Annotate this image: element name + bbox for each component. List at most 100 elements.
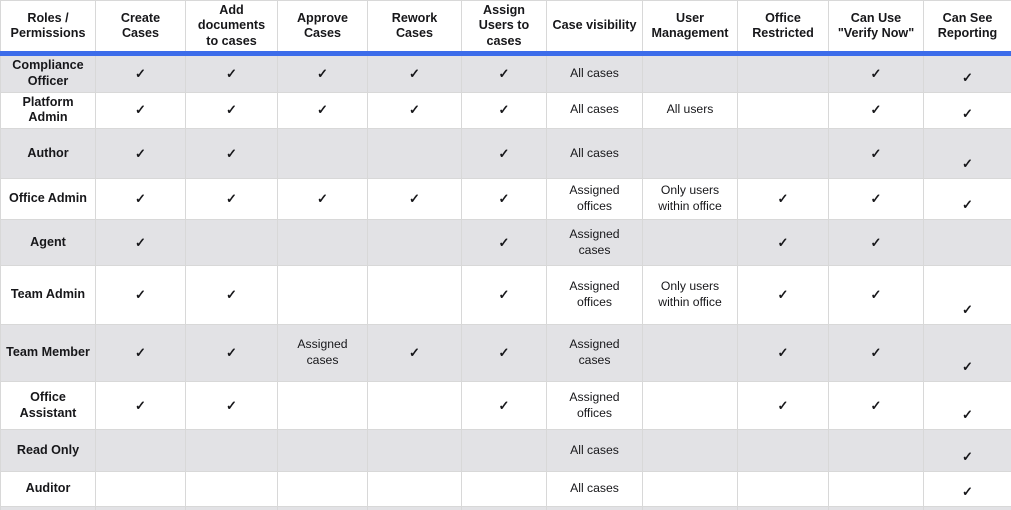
permission-cell: Assigned cases <box>546 324 643 383</box>
permission-cell: ✓ <box>828 53 924 93</box>
partial-cell <box>546 506 643 510</box>
permission-cell: All users <box>642 91 738 130</box>
permission-cell <box>461 471 547 508</box>
permission-cell: ✓ <box>367 324 462 383</box>
column-header: Can See Reporting <box>923 0 1011 57</box>
partial-cell <box>185 506 278 510</box>
permission-cell: ✓ <box>95 178 186 221</box>
permission-cell <box>642 471 738 508</box>
permission-cell <box>185 429 278 473</box>
permission-cell: ✓ <box>185 53 278 93</box>
permission-cell: ✓ <box>95 324 186 383</box>
table-row: Read Only All cases ✓ <box>0 429 1011 473</box>
permission-cell: ✓ <box>737 178 829 221</box>
permission-cell <box>737 53 829 93</box>
permission-cell: ✓ <box>923 429 1011 473</box>
permission-cell: Only users within office <box>642 178 738 221</box>
role-cell: Platform Admin <box>0 91 96 130</box>
table-row: Platform Admin ✓ ✓ ✓ ✓ ✓ All cases All users ✓ ✓ <box>0 91 1011 130</box>
permission-cell: Assigned cases <box>277 324 368 383</box>
column-header: Case visibility <box>546 0 643 57</box>
permission-cell: ✓ <box>185 178 278 221</box>
permission-cell: All cases <box>546 429 643 473</box>
permission-cell <box>642 324 738 383</box>
table-row: Team Admin ✓ ✓ ✓ Assigned offices Only users … <box>0 265 1011 326</box>
column-header: Can Use "Verify Now" <box>828 0 924 57</box>
permission-cell <box>185 219 278 267</box>
table-row: Office Admin ✓ ✓ ✓ ✓ ✓ Assigned offices Only us… <box>0 178 1011 221</box>
permission-cell: ✓ <box>828 381 924 431</box>
role-cell: Read Only <box>0 429 96 473</box>
column-header: Create Cases <box>95 0 186 57</box>
permission-cell <box>367 128 462 180</box>
role-cell: Auditor <box>0 471 96 508</box>
permission-cell: ✓ <box>828 219 924 267</box>
permission-cell <box>828 471 924 508</box>
permission-cell: ✓ <box>737 265 829 326</box>
permission-cell <box>185 471 278 508</box>
partial-cell <box>367 506 462 510</box>
permission-cell: ✓ <box>185 324 278 383</box>
permission-cell: ✓ <box>95 219 186 267</box>
permission-cell: Only users within office <box>642 265 738 326</box>
column-header: Roles / Permissions <box>0 0 96 57</box>
table-row: Agent ✓ ✓ Assigned cases ✓ ✓ <box>0 219 1011 267</box>
partial-cell <box>642 506 738 510</box>
permission-cell: ✓ <box>95 91 186 130</box>
role-cell: Office Admin <box>0 178 96 221</box>
permission-cell: ✓ <box>185 128 278 180</box>
permission-cell: ✓ <box>461 91 547 130</box>
permission-cell: ✓ <box>923 265 1011 326</box>
permission-cell <box>367 265 462 326</box>
permission-cell: ✓ <box>461 324 547 383</box>
permission-cell: ✓ <box>828 324 924 383</box>
partial-cell <box>95 506 186 510</box>
role-cell: Agent <box>0 219 96 267</box>
role-cell: Office Assistant <box>0 381 96 431</box>
permission-cell: ✓ <box>828 178 924 221</box>
partial-cell <box>737 506 829 510</box>
permission-cell: ✓ <box>828 128 924 180</box>
permission-cell: ✓ <box>277 178 368 221</box>
permission-cell: ✓ <box>277 53 368 93</box>
permission-cell <box>367 429 462 473</box>
role-cell: Team Member <box>0 324 96 383</box>
role-cell: Author <box>0 128 96 180</box>
permission-cell <box>277 219 368 267</box>
permission-cell: ✓ <box>923 178 1011 221</box>
column-header: Approve Cases <box>277 0 368 57</box>
permission-cell <box>642 128 738 180</box>
role-cell: Team Admin <box>0 265 96 326</box>
permission-cell <box>277 381 368 431</box>
table-body: Compliance Officer ✓ ✓ ✓ ✓ ✓ All cases ✓ ✓ Platfo… <box>0 53 1011 510</box>
permission-cell <box>367 381 462 431</box>
permission-cell: ✓ <box>461 265 547 326</box>
partial-cell <box>0 506 96 510</box>
table-row: Auditor All cases ✓ <box>0 471 1011 508</box>
table-row: Office Assistant ✓ ✓ ✓ Assigned offices ✓ ✓ ✓ <box>0 381 1011 431</box>
column-header: Assign Users to cases <box>461 0 547 57</box>
permission-cell: ✓ <box>367 91 462 130</box>
column-header: Office Restricted <box>737 0 829 57</box>
permission-cell: ✓ <box>923 128 1011 180</box>
permission-cell <box>277 128 368 180</box>
permission-cell: ✓ <box>95 53 186 93</box>
permission-cell: Assigned offices <box>546 178 643 221</box>
table-header: Roles / Permissions Create Cases Add docum… <box>0 0 1011 57</box>
permission-cell: ✓ <box>828 91 924 130</box>
permission-cell <box>642 219 738 267</box>
permission-cell: All cases <box>546 91 643 130</box>
permission-cell: ✓ <box>461 381 547 431</box>
permission-cell: ✓ <box>737 324 829 383</box>
permission-cell <box>367 471 462 508</box>
permission-cell: ✓ <box>461 53 547 93</box>
partial-row <box>0 506 1011 510</box>
table-row: Compliance Officer ✓ ✓ ✓ ✓ ✓ All cases ✓ ✓ <box>0 53 1011 93</box>
permission-cell: ✓ <box>923 53 1011 93</box>
permission-cell: ✓ <box>923 324 1011 383</box>
permission-cell <box>461 429 547 473</box>
permission-cell: ✓ <box>185 91 278 130</box>
permission-cell: ✓ <box>923 91 1011 130</box>
permission-cell: All cases <box>546 53 643 93</box>
